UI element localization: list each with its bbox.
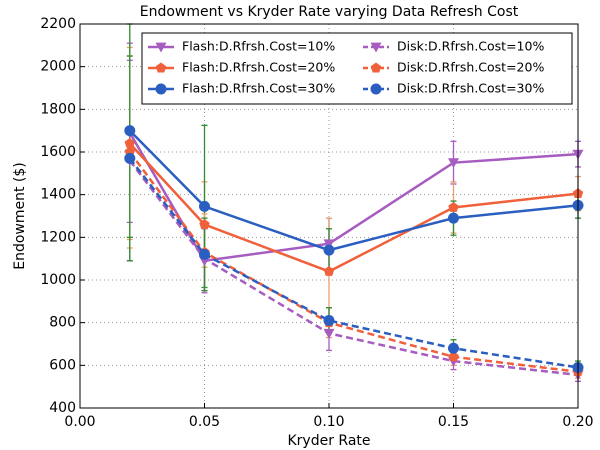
y-tick-label: 1200 [40, 229, 76, 245]
legend-box [141, 32, 573, 105]
legend: Flash:D.Rfrsh.Cost=10% Flash:D.Rfrsh.Cost… [141, 32, 573, 105]
marker [323, 328, 335, 339]
x-tick-label: 0.20 [562, 414, 593, 430]
plot-frame [79, 23, 579, 409]
legend-label: Disk:D.Rfrsh.Cost=30% [397, 81, 544, 96]
y-tick-label: 2000 [40, 59, 76, 75]
marker [199, 200, 210, 212]
marker [448, 351, 459, 362]
x-tick-label: 0.00 [64, 414, 95, 430]
y-tick-label: 2200 [40, 16, 76, 32]
marker [199, 248, 210, 260]
marker [323, 239, 335, 250]
y-tick-label: 800 [49, 315, 76, 331]
y-tick-label: 1600 [40, 144, 76, 160]
marker [323, 315, 335, 327]
series-line [128, 159, 579, 377]
series-line [128, 142, 579, 273]
legend-marker [155, 62, 167, 73]
legend-label: Flash:D.Rfrsh.Cost=10% [182, 39, 335, 54]
chart-title: Endowment vs Kryder Rate varying Data Re… [140, 4, 519, 20]
legend-marker [155, 42, 167, 53]
x-tick-label: 0.15 [438, 414, 469, 430]
legend-marker [370, 42, 382, 53]
y-tick-label: 1400 [40, 187, 76, 203]
marker [199, 219, 210, 229]
y-axis-label: Endowment ($) [12, 162, 28, 270]
marker [124, 152, 136, 164]
legend-label: Flash:D.Rfrsh.Cost=20% [182, 60, 335, 75]
legend-marker [370, 62, 382, 73]
x-tick-label: 0.10 [313, 414, 344, 430]
marker [448, 342, 459, 354]
marker [448, 201, 459, 212]
y-tick-label: 1800 [40, 101, 76, 117]
marker [323, 265, 335, 276]
legend-marker [370, 83, 382, 95]
marker [448, 212, 459, 224]
y-tick-label: 400 [49, 400, 76, 416]
marker [124, 125, 136, 137]
y-tick-label: 600 [49, 357, 76, 373]
legend-label: Disk:D.Rfrsh.Cost=10% [397, 39, 544, 54]
series-line [128, 157, 579, 369]
legend-marker [155, 83, 167, 95]
legend-label: Flash:D.Rfrsh.Cost=30% [182, 81, 335, 96]
marker [124, 137, 136, 148]
marker [323, 244, 335, 256]
x-tick-label: 0.05 [189, 414, 220, 430]
x-axis-label: Kryder Rate [287, 433, 370, 449]
series-line [128, 129, 579, 252]
series-line [128, 151, 579, 373]
marker [448, 158, 459, 169]
legend-label: Disk:D.Rfrsh.Cost=20% [397, 60, 544, 75]
y-tick-label: 1000 [40, 272, 76, 288]
